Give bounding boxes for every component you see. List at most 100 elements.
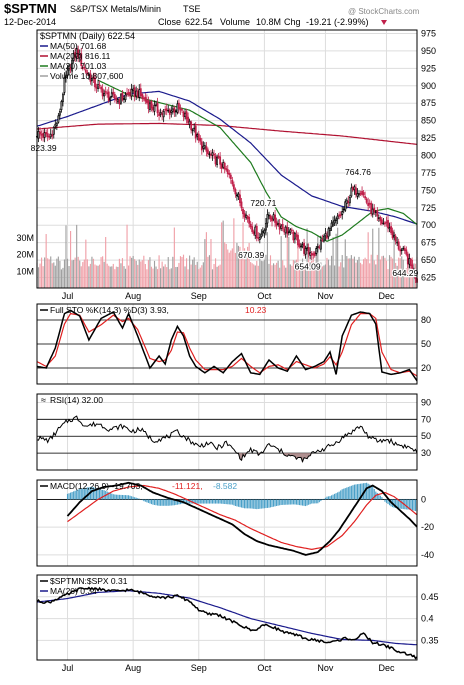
macd-histogram-bar bbox=[204, 499, 206, 504]
macd-histogram-bar bbox=[399, 499, 401, 509]
macd-histogram-bar bbox=[224, 499, 226, 504]
volume-bar bbox=[207, 256, 209, 288]
macd-histogram-bar bbox=[298, 499, 301, 506]
macd-histogram-bar bbox=[216, 499, 218, 504]
candle-body bbox=[365, 198, 368, 203]
macd-histogram-bar bbox=[83, 488, 85, 500]
macd-histogram-bar bbox=[372, 486, 374, 500]
volume-bar bbox=[247, 246, 249, 288]
macd-histogram-bar bbox=[291, 499, 293, 505]
macd-histogram-bar bbox=[121, 494, 124, 500]
macd-histogram-bar bbox=[385, 499, 388, 503]
volume-bar bbox=[214, 258, 217, 288]
candle-body bbox=[359, 192, 362, 195]
candle-body bbox=[370, 202, 373, 215]
volume-bar bbox=[140, 261, 142, 288]
price-y-tick-label-11: 900 bbox=[421, 81, 436, 91]
candle-body bbox=[376, 209, 379, 217]
volume-bar bbox=[303, 266, 305, 288]
macd-histogram-bar bbox=[414, 499, 417, 512]
volume-bar bbox=[149, 257, 151, 288]
candle-body bbox=[229, 174, 232, 180]
candle-body bbox=[222, 162, 225, 168]
candle-body bbox=[298, 243, 301, 247]
candle-body bbox=[277, 223, 280, 225]
volume-bar bbox=[70, 230, 72, 288]
price-annotation-1: 720.71 bbox=[250, 198, 276, 208]
macd-histogram-bar bbox=[228, 499, 230, 505]
macd-histogram-bar bbox=[272, 499, 275, 507]
volume-bar bbox=[346, 256, 348, 288]
volume-bar bbox=[271, 265, 273, 288]
macd-histogram-bar bbox=[373, 489, 375, 500]
candle-body bbox=[414, 271, 417, 280]
volume-bar bbox=[395, 262, 397, 288]
volume-bar bbox=[63, 259, 66, 288]
down-arrow-icon bbox=[381, 20, 387, 25]
volume-bar bbox=[202, 262, 204, 288]
rsi-y-tick-label-3: 90 bbox=[421, 397, 431, 407]
candle-body bbox=[355, 187, 357, 195]
volume-bar bbox=[109, 266, 111, 288]
macd-histogram-bar bbox=[132, 496, 134, 500]
candle-body bbox=[191, 129, 194, 132]
volume-bar bbox=[367, 232, 369, 288]
macd-y-tick-label-1: -20 bbox=[421, 522, 434, 532]
volume-bar bbox=[103, 261, 105, 288]
volume-bar bbox=[370, 254, 372, 288]
macd-signal-line bbox=[67, 484, 418, 551]
macd-histogram-bar bbox=[138, 498, 140, 500]
macd-histogram-bar bbox=[155, 499, 157, 506]
rsi-icon: ≈ bbox=[41, 395, 46, 405]
rsi-panel-frame bbox=[36, 393, 418, 471]
macd-histogram-bar bbox=[123, 495, 125, 500]
bottom-x-axis-label-4: Nov bbox=[317, 663, 334, 673]
candle-body bbox=[312, 253, 315, 256]
volume-bar bbox=[280, 236, 282, 288]
macd-histogram-bar bbox=[196, 499, 198, 504]
candle-body bbox=[81, 67, 84, 69]
ratio-line bbox=[36, 586, 418, 660]
macd-histogram-bar bbox=[79, 488, 81, 500]
volume-bar bbox=[254, 265, 256, 288]
macd-histogram-bar bbox=[202, 499, 204, 504]
macd-histogram-bar bbox=[338, 491, 340, 500]
volume-bar bbox=[71, 260, 73, 288]
macd-histogram-bar bbox=[106, 491, 108, 500]
volume-bar bbox=[166, 267, 168, 288]
macd-histogram-bar bbox=[347, 486, 349, 500]
macd-histogram-bar bbox=[356, 484, 359, 500]
volume-bar bbox=[305, 265, 307, 288]
volume-bar bbox=[402, 259, 404, 288]
macd-histogram-bar bbox=[358, 483, 360, 500]
candle-body bbox=[321, 239, 324, 241]
macd-histogram-bar bbox=[346, 487, 348, 500]
macd-legend-macd: MACD(12,26,9) -19.703, bbox=[50, 481, 143, 491]
candle-body bbox=[382, 222, 385, 225]
macd-histogram-bar bbox=[126, 495, 128, 500]
candle-body bbox=[187, 116, 190, 123]
candle-body bbox=[39, 131, 41, 134]
macd-histogram-bar bbox=[184, 499, 186, 504]
candle-body bbox=[232, 184, 235, 190]
macd-histogram-bar bbox=[266, 499, 269, 508]
macd-histogram-bar bbox=[85, 487, 87, 500]
volume-bar bbox=[288, 236, 290, 288]
volume-bar bbox=[384, 257, 386, 288]
candle-body bbox=[196, 133, 199, 137]
macd-histogram-bar bbox=[147, 499, 149, 503]
volume-bar bbox=[231, 248, 233, 288]
volume-bar bbox=[126, 224, 128, 288]
volume-bar bbox=[393, 229, 395, 288]
candle-body bbox=[293, 232, 296, 240]
volume-bar bbox=[184, 266, 186, 288]
volume-bar bbox=[152, 268, 154, 288]
macd-histogram-bar bbox=[150, 499, 153, 505]
macd-histogram-bar bbox=[355, 484, 357, 500]
macd-histogram-bar bbox=[395, 499, 397, 508]
volume-bar bbox=[144, 263, 146, 288]
volume-bar bbox=[379, 259, 381, 288]
volume-bar bbox=[121, 258, 124, 288]
macd-histogram-bar bbox=[283, 499, 285, 505]
macd-histogram-bar bbox=[239, 499, 241, 508]
